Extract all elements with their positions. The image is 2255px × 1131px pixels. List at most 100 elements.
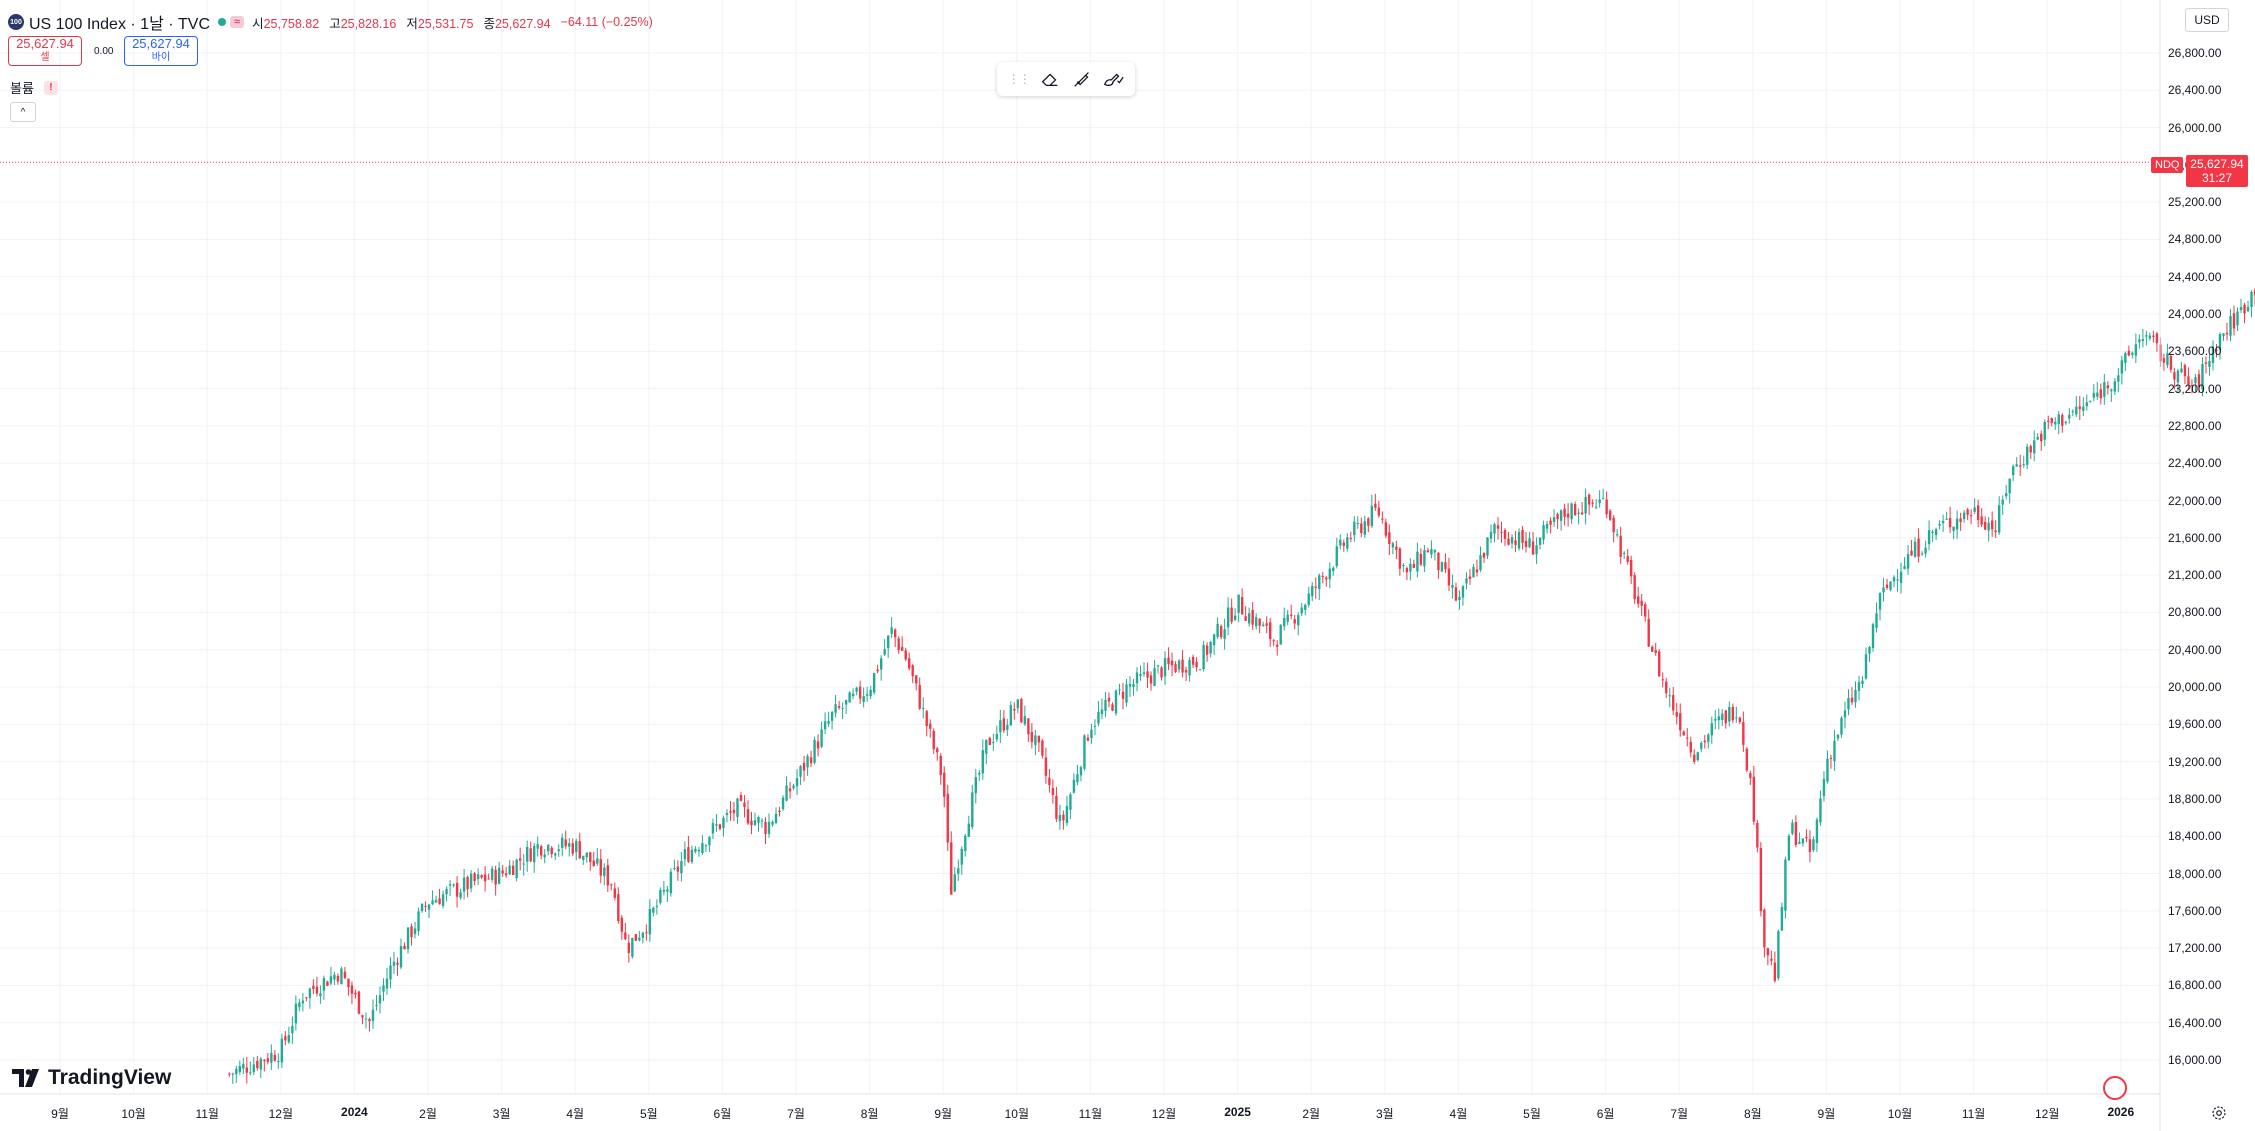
candle-body: [427, 904, 431, 910]
collapse-legend-button[interactable]: ^: [10, 102, 36, 122]
candle-body: [1556, 513, 1559, 520]
candle-body: [515, 859, 518, 878]
candle-body: [1479, 555, 1482, 571]
currency-selector[interactable]: USD: [2185, 8, 2229, 32]
candle-body: [1339, 539, 1342, 546]
candle-body: [1209, 641, 1212, 654]
candle-body: [585, 852, 588, 858]
candle-body: [2022, 464, 2025, 466]
candle-body: [256, 1060, 259, 1069]
candle-body: [259, 1058, 263, 1070]
candle-body: [1777, 931, 1780, 979]
candle-body: [1665, 681, 1668, 694]
candle-body: [263, 1059, 266, 1062]
price-axis-label: 21,600.00: [2168, 530, 2222, 545]
symbol-logo-icon[interactable]: 100: [8, 14, 24, 30]
candle-body: [1447, 568, 1451, 586]
candle-body: [1356, 522, 1360, 524]
candle-body: [820, 729, 823, 747]
candle-body: [978, 772, 981, 775]
candle-body: [280, 1038, 284, 1063]
candle-body: [1398, 548, 1402, 569]
candle-body: [613, 888, 617, 898]
candle-body: [995, 734, 999, 740]
settings-gear-icon[interactable]: [2210, 1104, 2228, 1122]
eraser-icon[interactable]: [1039, 68, 1061, 90]
candle-body: [312, 985, 315, 989]
candle-body: [1531, 541, 1535, 555]
price-axis-label: 24,000.00: [2168, 307, 2222, 322]
candle-body: [575, 840, 578, 853]
tradingview-logo[interactable]: TradingView: [12, 1066, 171, 1090]
candle-body: [2012, 466, 2015, 476]
candle-body: [1577, 512, 1580, 515]
candle-body: [1728, 706, 1731, 722]
candle-body: [1626, 556, 1629, 562]
candle-body: [1163, 658, 1167, 677]
candle-body: [1272, 640, 1275, 642]
candle-body: [1020, 698, 1023, 723]
candle-body: [540, 846, 543, 856]
candle-body: [1279, 625, 1282, 645]
candle-body: [676, 866, 680, 872]
candle-body: [736, 798, 739, 817]
candle-body: [1465, 578, 1468, 584]
pen-icon[interactable]: [1071, 68, 1093, 90]
candle-body: [322, 978, 326, 991]
warning-icon[interactable]: !: [43, 80, 58, 95]
candle-body: [865, 694, 869, 696]
sell-button[interactable]: 25,627.94 셀: [8, 36, 82, 66]
candle-body: [235, 1068, 238, 1075]
candle-body: [543, 854, 546, 858]
symbol-price-tag: NDQ: [2151, 157, 2184, 173]
candle-body: [1293, 619, 1296, 624]
candle-body: [508, 865, 511, 875]
last-price-tag: 25,627.94 31:27: [2186, 155, 2248, 187]
candle-body: [1044, 757, 1048, 776]
candle-body: [266, 1058, 270, 1062]
candle-body: [1990, 520, 1994, 530]
candle-body: [2033, 440, 2036, 454]
candle-body: [1966, 509, 1969, 515]
candle-body: [1717, 716, 1721, 721]
candle-body: [1444, 562, 1447, 570]
candle-body: [396, 962, 399, 965]
drag-handle-icon[interactable]: ⋮⋮: [1007, 72, 1031, 86]
candle-body: [557, 849, 560, 852]
candle-body: [893, 629, 897, 638]
candle-body: [417, 911, 420, 931]
candle-body: [2019, 465, 2022, 467]
candle-body: [1927, 530, 1931, 545]
candle-body: [1682, 731, 1685, 736]
volume-indicator[interactable]: 볼륨 !: [10, 78, 58, 97]
candle-body: [1910, 550, 1913, 556]
candle-body: [1027, 718, 1030, 735]
candle-body: [2124, 353, 2127, 364]
candle-body: [1069, 794, 1072, 810]
candle-body: [725, 813, 729, 816]
candle-body: [648, 909, 652, 935]
candle-body: [2239, 307, 2243, 311]
price-axis-label: 18,000.00: [2168, 866, 2222, 881]
candle-body: [739, 795, 743, 801]
candle-body: [620, 917, 624, 932]
volume-label: 볼륨: [10, 81, 34, 96]
candle-body: [851, 693, 855, 697]
candle-body: [1994, 530, 1997, 533]
candle-body: [1913, 541, 1917, 557]
market-status-icon[interactable]: [218, 18, 227, 26]
candle-body: [1268, 622, 1272, 640]
data-type-badge[interactable]: ≈: [230, 16, 245, 28]
candle-body: [732, 809, 736, 814]
symbol-title[interactable]: US 100 Index · 1날 · TVC: [29, 16, 211, 33]
candle-body: [438, 898, 441, 905]
time-axis-label: 9월: [934, 1107, 953, 1121]
brush-icon[interactable]: [1102, 68, 1124, 90]
buy-button[interactable]: 25,627.94 바이: [124, 36, 198, 66]
candle-body: [802, 762, 806, 771]
candle-body: [785, 785, 788, 801]
candle-body: [634, 934, 638, 941]
us-flag-icon[interactable]: [2103, 1076, 2127, 1100]
candle-body: [354, 992, 357, 995]
